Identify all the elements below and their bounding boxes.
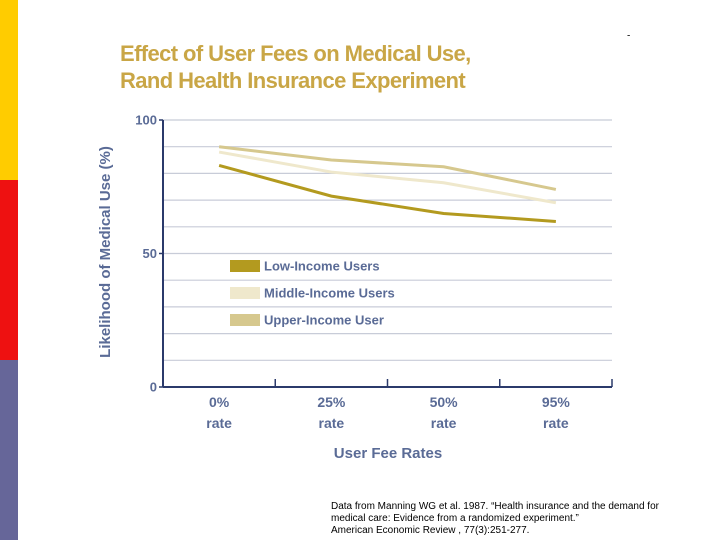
legend-swatch xyxy=(230,287,260,299)
y-axis-label: Likelihood of Medical Use (%) xyxy=(97,146,114,358)
legend-label: Low-Income Users xyxy=(264,258,380,273)
page-marker: - xyxy=(627,31,630,42)
data-line xyxy=(218,150,557,205)
legend-swatch xyxy=(230,260,260,272)
data-line xyxy=(218,163,556,223)
legend-swatch xyxy=(230,314,260,326)
chart-title: Effect of User Fees on Medical Use, Rand… xyxy=(120,41,471,93)
side-bar xyxy=(0,360,18,540)
side-bar xyxy=(0,180,18,360)
legend-label: Upper-Income User xyxy=(264,312,384,327)
side-bar xyxy=(0,0,18,180)
x-axis-label: User Fee Rates xyxy=(334,445,442,462)
x-tick-label: 95% rate xyxy=(541,394,570,431)
y-tick-label: 100 xyxy=(135,112,157,127)
x-tick-label: 50% rate xyxy=(429,394,458,431)
x-tick-label: 0% rate xyxy=(206,394,232,431)
y-tick-label: 50 xyxy=(143,246,157,261)
x-tick-label: 25% rate xyxy=(317,394,346,431)
source-note: Data from Manning WG et al. 1987. “Healt… xyxy=(331,501,659,536)
legend-label: Middle-Income Users xyxy=(264,285,395,300)
y-tick-label: 0 xyxy=(150,379,157,394)
data-line xyxy=(218,145,557,191)
